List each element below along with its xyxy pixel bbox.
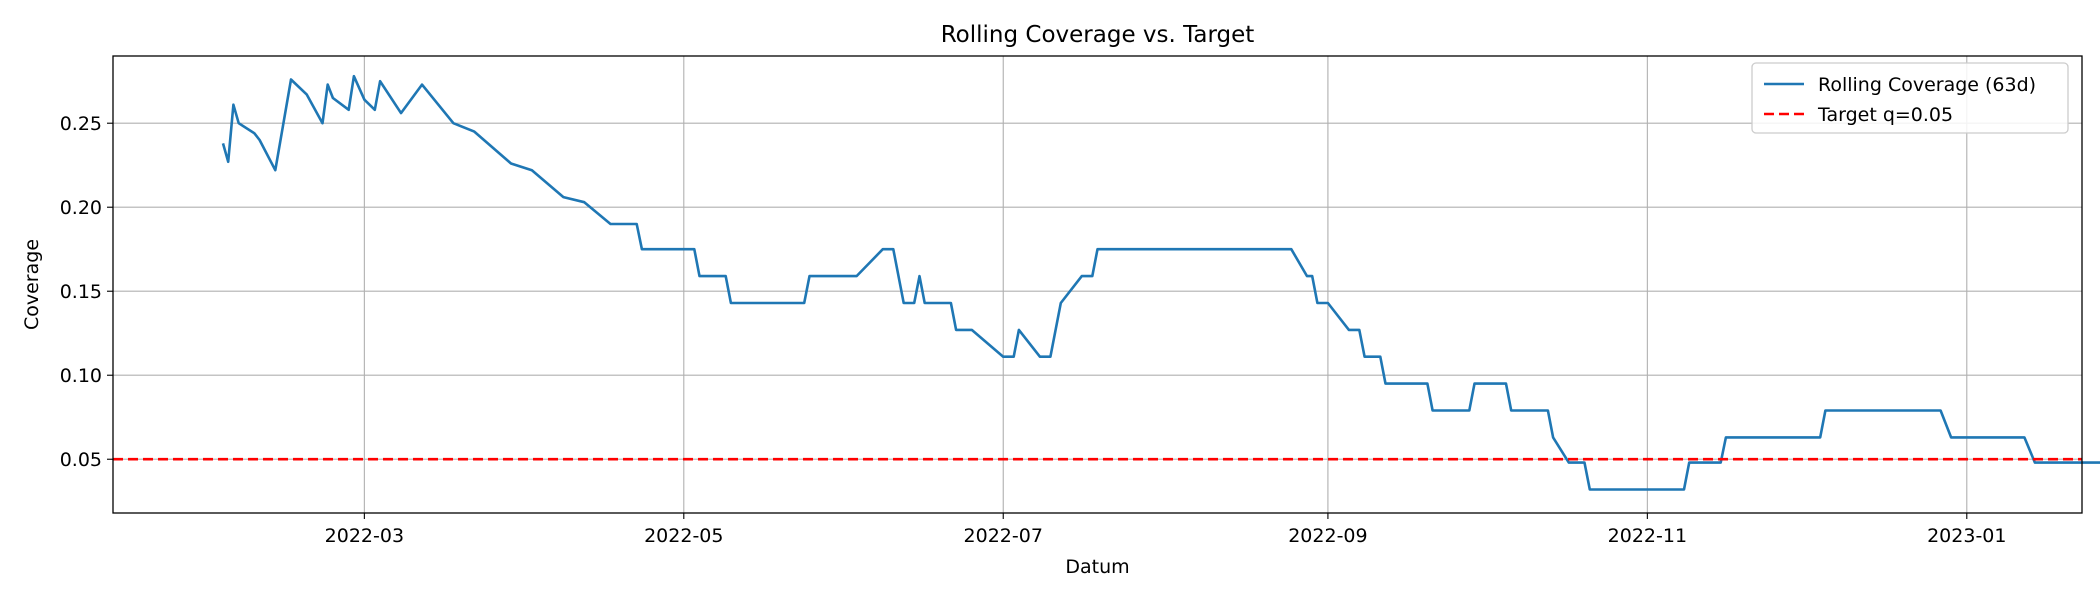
legend: Rolling Coverage (63d) Target q=0.05 [1751, 62, 2069, 134]
x-tick-label: 2023-01 [1927, 525, 2006, 547]
legend-box [1751, 62, 2069, 134]
y-tick-label: 0.10 [60, 365, 102, 387]
y-axis-label: Coverage [21, 239, 43, 330]
x-axis-label: Datum [1065, 556, 1129, 578]
series-layer [113, 74, 2100, 491]
y-tick-label: 0.15 [60, 281, 102, 303]
x-tick-label: 2022-11 [1608, 525, 1687, 547]
x-tick-label: 2022-03 [325, 525, 404, 547]
axis-ticks: 2022-03 2022-05 2022-07 2022-09 2022-11 2023-… [60, 113, 2007, 547]
y-tick-label: 0.25 [60, 113, 102, 135]
series-rolling-coverage-line [221, 74, 2100, 491]
chart-title: Rolling Coverage vs. Target [941, 22, 1255, 48]
y-tick-label: 0.20 [60, 197, 102, 219]
x-tick-label: 2022-09 [1288, 525, 1367, 547]
legend-label-rolling-coverage: Rolling Coverage (63d) [1818, 74, 2036, 96]
x-tick-label: 2022-07 [964, 525, 1043, 547]
x-tick-label: 2022-05 [644, 525, 723, 547]
plot-area-frame [112, 55, 2083, 514]
y-tick-label: 0.05 [60, 449, 102, 471]
legend-label-target: Target q=0.05 [1817, 104, 1953, 126]
